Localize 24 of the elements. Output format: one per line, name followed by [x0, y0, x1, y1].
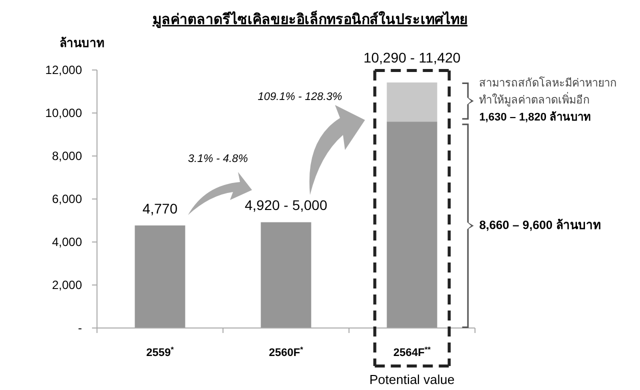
y-tick-label: 2,000 — [52, 278, 82, 292]
bar — [386, 82, 438, 122]
y-tick-label: 6,000 — [52, 192, 82, 206]
chart-title: มูลค่าตลาดรีไซเคิลขยะอิเล็กทรอนิกส์ในประเทศไทย — [152, 10, 468, 28]
y-tick-label: - — [78, 321, 82, 336]
total-label: 4,920 - 5,000 — [244, 197, 328, 214]
bar — [386, 122, 438, 328]
x-tick-label: 2560F$^{*}$ — [268, 344, 304, 359]
total-label: 4,770 — [142, 200, 178, 216]
annotation: 3.1% - 4.8% — [188, 153, 248, 165]
text: Potential value — [369, 372, 455, 387]
total-label: 10,290 - 11,420 — [363, 49, 461, 66]
x-tick-label: 2564F$^{**}$ — [393, 344, 431, 359]
y-tick-label: 4,000 — [52, 235, 82, 250]
bar — [260, 222, 312, 328]
y-axis-title: ล้านบาท — [60, 36, 104, 50]
y-tick-label: 8,000 — [52, 149, 82, 164]
annotation: 109.1% - 128.3% — [258, 91, 342, 103]
y-tick-label: 10,000 — [45, 106, 82, 120]
x-tick-label: 2559$^{*}$ — [146, 344, 174, 359]
bar — [134, 225, 186, 328]
y-tick-label: 12,000 — [45, 63, 82, 78]
text: สามารถสกัดโลหะมีค่าหายาก ทำให้มูลค่าตลาดเพิ่มอีก 1,630 – 1,820 ล้านบาท — [479, 75, 618, 124]
text: 8,660 – 9,600 ล้านบาท — [479, 218, 601, 232]
